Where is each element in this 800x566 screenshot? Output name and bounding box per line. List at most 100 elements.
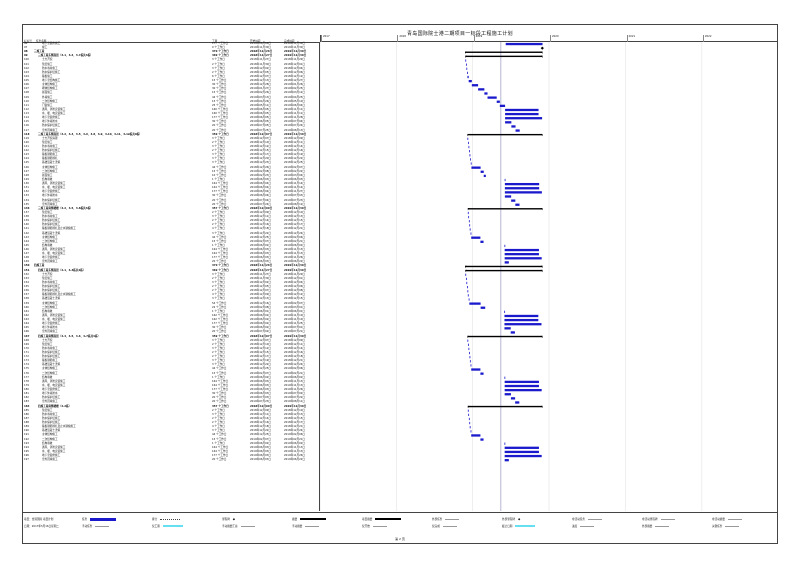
task-row[interactable]: 148 地下室装修施工 177 个工作日 2019年06月03日 2019年11月26日	[22, 256, 320, 260]
task-row[interactable]: 147 水、暖、电安装施工 164 个工作日 2019年06月03日 2019年11月1…	[22, 252, 320, 256]
task-row[interactable]: 177 结构验收 1 个工作日 2019年06月02日 2019年06月02日	[22, 376, 320, 380]
task-row[interactable]: 190 基础混凝土浇筑 3 个工作日 2018年12月22日 2018年12月24日	[22, 429, 320, 433]
task-row[interactable]: 159 主体结构施工 54 个工作日 2018年12月16日 2019年02月07日	[22, 302, 320, 306]
task-row[interactable]: 123 筏板钢筋施工 3 个工作日 2018年12月17日 2018年12月19日	[22, 153, 320, 157]
task-row[interactable]: 121 防水卷材施工 3 个工作日 2018年12月12日 2018年12月14日	[22, 145, 320, 149]
task-row[interactable]: 149 室外回填施工 20 个工作日 2019年06月03日 2019年06月22日	[22, 260, 320, 264]
task-row[interactable]: 101 垫层施工 2 个工作日 2018年11月30日 2018年12月01日	[22, 63, 320, 67]
task-row[interactable]: 108 屋面施工 15 个工作日 2019年02月26日 2019年03月12日	[22, 91, 320, 95]
task-row[interactable]: 132 地下室装修施工 177 个工作日 2019年06月04日 2019年11月27日	[22, 190, 320, 194]
task-row[interactable]: 170 防水卷材施工 3 个工作日 2018年12月12日 2018年12月14日	[22, 347, 320, 351]
task-row[interactable]: 102 防水卷材施工 3 个工作日 2018年12月02日 2018年12月04日	[22, 67, 320, 71]
task-row[interactable]: 104 筏板施工 6 个工作日 2018年12月07日 2018年12月12日	[22, 75, 320, 79]
task-row[interactable]: 138 防水卷材施工 3 个工作日 2018年12月11日 2018年12月13日	[22, 215, 320, 219]
task-row[interactable]: 192 二次结构施工 15 个工作日 2019年02月07日 2019年02月21日	[22, 438, 320, 442]
task-row[interactable]: 185 垫层施工 2 个工作日 2018年12月09日 2018年12月10日	[22, 409, 320, 413]
task-row[interactable]: 166 室外回填施工 20 个工作日 2019年07月02日 2019年07月21日	[22, 330, 320, 334]
task-row[interactable]: 157 筏板钢筋绑扎及止水钢板施工 4 个工作日 2018年12月09日 2018年12…	[22, 293, 320, 297]
task-row[interactable]: 152 土方开挖 3 个工作日 2018年11月27日 2018年11月29日	[22, 273, 320, 277]
task-row[interactable]: 193 结构验收 1 个工作日 2019年06月02日 2019年06月02日	[22, 442, 320, 446]
task-row[interactable]: 163 水、暖、电安装施工 162 个工作日 2019年06月02日 2019年11月1…	[22, 318, 320, 322]
task-row[interactable]: 113 水、暖、电安装施工 160 个工作日 2019年06月05日 2019年11月1…	[22, 112, 320, 116]
task-row[interactable]: 146 通风、消防安装施工 164 个工作日 2019年06月03日 2019年11月1…	[22, 248, 320, 252]
task-row[interactable]: 122 防水保护层施工 2 个工作日 2018年12月15日 2018年12月16日	[22, 149, 320, 153]
task-row[interactable]: 135 室外回填施工 20 个工作日 2019年07月24日 2019年08月12日	[22, 203, 320, 207]
task-row[interactable]: 127 二次结构施工 15 个工作日 2019年02月08日 2019年02月22日	[22, 170, 320, 174]
task-row[interactable]: 129 结构验收 1 个工作日 2019年06月03日 2019年06月03日	[22, 178, 320, 182]
task-row[interactable]: 189 筏板钢筋绑扎及止水钢板施工 4 个工作日 2018年12月18日 2018年12…	[22, 425, 320, 429]
task-row[interactable]: 156 防水保护层施工 2 个工作日 2018年12月07日 2018年12月08日	[22, 289, 320, 293]
task-row[interactable]: 196 地下室装修施工 177 个工作日 2019年06月03日 2019年11月26日	[22, 454, 320, 458]
task-row[interactable]: 140 防水保护层施工 2 个工作日 2018年12月16日 2018年12月17日	[22, 223, 320, 227]
task-row[interactable]: 115 地下外墙防水 30 个工作日 2019年06月05日 2019年07月04日	[22, 120, 320, 124]
task-row[interactable]: 181 地下外墙防水 30 个工作日 2019年06月03日 2019年07月02日	[22, 392, 320, 396]
task-row[interactable]: 112 通风、消防安装施工 160 个工作日 2019年06月05日 2019年11月1…	[22, 108, 320, 112]
task-row[interactable]: 183 室外回填施工 20 个工作日 2019年07月23日 2019年08月11日	[22, 400, 320, 404]
task-row[interactable]: 171 防水保护层施工 2 个工作日 2018年12月15日 2018年12月16日	[22, 351, 320, 355]
task-row[interactable]: 168 土方开挖 3 个工作日 2018年12月07日 2018年12月09日	[22, 339, 320, 343]
task-row[interactable]: 169 垫层施工 2 个工作日 2018年12月10日 2018年12月11日	[22, 343, 320, 347]
task-row[interactable]: 179 水、暖、电安装施工 164 个工作日 2019年06月03日 2019年11月1…	[22, 384, 320, 388]
task-row[interactable]: 134 防水保护层施工 20 个工作日 2019年07月04日 2019年07月23日	[22, 199, 320, 203]
task-row[interactable]: 197 室外回填施工 20 个工作日 2019年06月03日 2019年06月22日	[22, 458, 320, 462]
task-row[interactable]: 128 屋面施工 10 个工作日 2019年02月23日 2019年03月04日	[22, 174, 320, 178]
task-row[interactable]: 150 四施工段 370 个工作日 2018年11月26日 2019年11月30日	[22, 264, 320, 268]
task-row[interactable]: 124 筏板钢筋绑扎 3 个工作日 2018年12月20日 2018年12月22日	[22, 157, 320, 161]
task-row[interactable]: 133 地下外墙防水 30 个工作日 2019年06月04日 2019年07月03日	[22, 194, 320, 198]
task-row[interactable]: 186 防水卷材施工 3 个工作日 2018年12月11日 2018年12月13日	[22, 413, 320, 417]
task-row[interactable]: 194 通风、消防安装施工 164 个工作日 2019年06月03日 2019年11月1…	[22, 446, 320, 450]
task-row[interactable]: 111 门窗施工 25 个工作日 2019年05月11日 2019年06月04日	[22, 104, 320, 108]
task-row[interactable]: 178 通风、消防安装施工 164 个工作日 2019年06月03日 2019年11月1…	[22, 380, 320, 384]
task-row[interactable]: 120 垫层施工 2 个工作日 2018年12月10日 2018年12月11日	[22, 141, 320, 145]
task-row[interactable]: 188 防水保护层施工 2 个工作日 2018年12月16日 2018年12月17日	[22, 421, 320, 425]
task-row[interactable]: 191 主体结构施工 44 个工作日 2018年12月25日 2019年02月06日	[22, 433, 320, 437]
task-row[interactable]: 187 防水保护层施工 2 个工作日 2018年12月14日 2018年12月15日	[22, 417, 320, 421]
task-row[interactable]: 180 地下室装修施工 177 个工作日 2019年06月03日 2019年11月26日	[22, 388, 320, 392]
task-row[interactable]: 117 室外回填施工 20 个工作日 2019年07月25日 2019年08月13日	[22, 129, 320, 133]
task-row[interactable]: 99 三施工段东侧高层（3-1、3-4、3-7栋共3栋） 369 个工作日 2018年…	[22, 54, 320, 58]
task-row[interactable]: 105 地下室结构施工 15 个工作日 2018年12月13日 2018年12月27日	[22, 79, 320, 83]
task-row[interactable]: 145 结构验收 1 个工作日 2019年06月02日 2019年06月02日	[22, 244, 320, 248]
task-row[interactable]: 184 四施工段南侧裙楼（4-2栋） 357 个工作日 2018年12月09日 2019…	[22, 405, 320, 409]
task-row[interactable]: 126 主体结构施工 44 个工作日 2018年12月26日 2019年02月07日	[22, 166, 320, 170]
task-row[interactable]: 119 土方开挖清理 3 个工作日 2018年12月07日 2018年12月09日	[22, 137, 320, 141]
task-row[interactable]: 155 防水保护层施工 2 个工作日 2018年12月05日 2018年12月06日	[22, 285, 320, 289]
task-row[interactable]: 106 主体结构施工 30 个工作日 2018年12月28日 2019年01月26日	[22, 83, 320, 87]
task-row[interactable]: 158 基础混凝土浇筑 3 个工作日 2018年12月13日 2018年12月15日	[22, 297, 320, 301]
task-row[interactable]: 176 二次结构施工 15 个工作日 2019年02月07日 2019年02月21日	[22, 372, 320, 376]
task-row[interactable]: 141 筏板钢筋绑扎及止水钢板施工 4 个工作日 2018年12月18日 2018年12…	[22, 227, 320, 231]
task-row[interactable]: 182 防水保护层施工 20 个工作日 2019年07月03日 2019年07月22日	[22, 396, 320, 400]
task-row[interactable]: 173 筏板钢筋施工 3 个工作日 2018年12月19日 2018年12月21日	[22, 359, 320, 363]
task-row[interactable]: 114 地下室装修施工 177 个工作日 2019年06月05日 2019年11月28日	[22, 116, 320, 120]
task-row[interactable]: 100 土方开挖 3 个工作日 2018年11月27日 2018年11月29日	[22, 58, 320, 62]
task-row[interactable]: 175 主体结构施工 44 个工作日 2018年12月25日 2019年02月06日	[22, 367, 320, 371]
task-row[interactable]: 116 防水保护层施工 20 个工作日 2019年07月05日 2019年07月24日	[22, 124, 320, 128]
task-row[interactable]: 103 防水保护层施工 2 个工作日 2018年12月05日 2018年12月06日	[22, 71, 320, 75]
task-row[interactable]: 130 通风、消防安装施工 164 个工作日 2019年06月04日 2019年11月1…	[22, 182, 320, 186]
task-row[interactable]: 162 通风、消防安装施工 162 个工作日 2019年06月02日 2019年11月1…	[22, 314, 320, 318]
task-row[interactable]: 142 基础混凝土浇筑 3 个工作日 2018年12月22日 2018年12月24日	[22, 232, 320, 236]
task-row[interactable]: 161 结构验收 1 个工作日 2019年06月01日 2019年06月01日	[22, 310, 320, 314]
task-row[interactable]: 139 防水保护层施工 2 个工作日 2018年12月14日 2018年12月15日	[22, 219, 320, 223]
task-row[interactable]: 195 水、暖、电安装施工 164 个工作日 2019年06月03日 2019年11月1…	[22, 450, 320, 454]
task-row[interactable]: 153 垫层施工 2 个工作日 2018年11月30日 2018年12月01日	[22, 277, 320, 281]
task-row[interactable]: 96 地下室装修施工 177 个工作日 2019年06月08日 2019年11月30日	[22, 42, 320, 46]
task-row[interactable]: 125 基础混凝土浇筑 3 个工作日 2018年12月23日 2018年12月25日	[22, 161, 320, 165]
task-row[interactable]: 136 三施工段南侧裙楼（3-2、3-5、3-8栋共3栋） 357 个工作日 2018…	[22, 207, 320, 211]
task-row[interactable]: 109 外墙施工 44 个工作日 2019年03月13日 2019年04月25日	[22, 96, 320, 100]
task-row[interactable]: 144 二次结构施工 15 个工作日 2019年02月07日 2019年02月21日	[22, 240, 320, 244]
task-row[interactable]: 172 防水保护层施工 2 个工作日 2018年12月17日 2018年12月18日	[22, 355, 320, 359]
task-row[interactable]: 167 四施工段南侧高层（4-4、4-5、4-6、4-7栋共4栋） 359 个工作日…	[22, 335, 320, 339]
task-row[interactable]: 110 二次结构施工 15 个工作日 2019年04月26日 2019年05月10日	[22, 100, 320, 104]
task-row[interactable]: 160 二次结构施工 22 个工作日 2019年02月08日 2019年03月01日	[22, 306, 320, 310]
task-row[interactable]: 131 水、暖、电安装施工 164 个工作日 2019年06月04日 2019年11月1…	[22, 186, 320, 190]
task-row[interactable]: 174 基础混凝土浇筑 3 个工作日 2018年12月22日 2018年12月24日	[22, 363, 320, 367]
task-row[interactable]: 154 防水卷材施工 3 个工作日 2018年12月02日 2018年12月04日	[22, 281, 320, 285]
task-row[interactable]: 164 地下室装修施工 177 个工作日 2019年06月02日 2019年11月25日	[22, 322, 320, 326]
task-row[interactable]: 165 地下外墙防水 30 个工作日 2019年06月02日 2019年07月01日	[22, 326, 320, 330]
task-row[interactable]: 97 竣工 0 个工作日 2019年11月30日 2019年11月30日	[22, 46, 320, 50]
task-row[interactable]: 151 四施工段东侧高层（4-1、4-3栋共2栋） 369 个工作日 2018年11月…	[22, 269, 320, 273]
task-row[interactable]: 118 三施工段东侧高层（3-2、3-3、3-5、3-6、3-8、3-9、3-10…	[22, 133, 320, 137]
task-row[interactable]: 143 主体结构施工 44 个工作日 2018年12月25日 2019年02月06日	[22, 236, 320, 240]
task-row[interactable]: 98 三施工段 370 个工作日 2018年11月26日 2019年11月30日	[22, 50, 320, 54]
